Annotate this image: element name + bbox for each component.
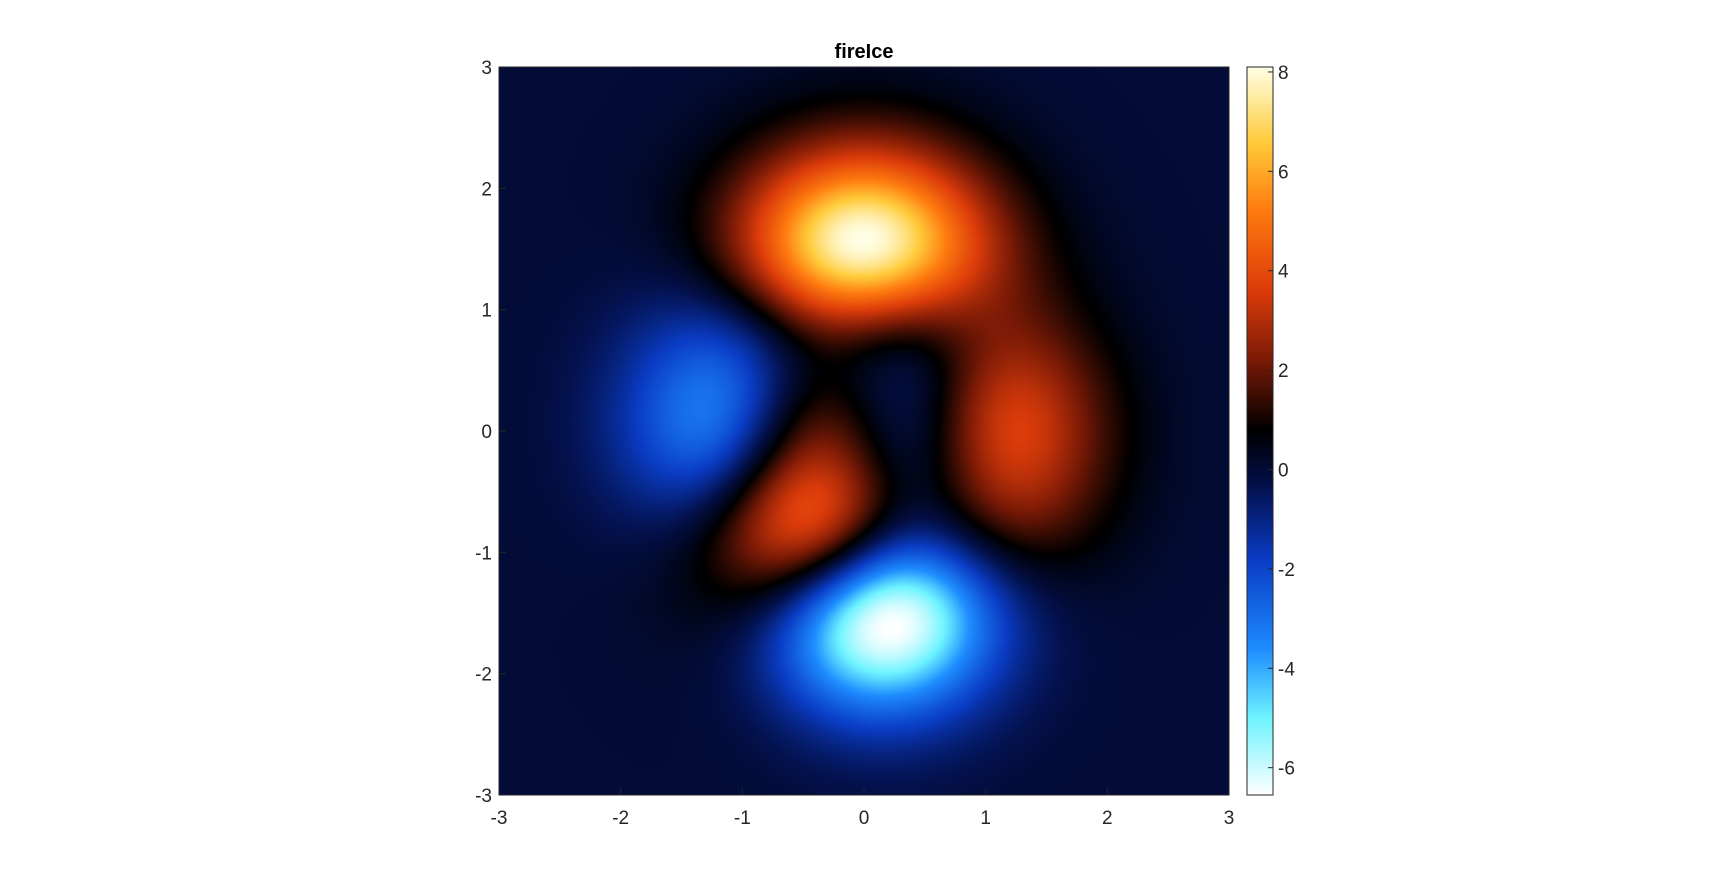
colorbar-frame: [1246, 66, 1274, 796]
heatmap-image: [499, 67, 1229, 795]
x-tick-label: -2: [612, 808, 629, 829]
colorbar-gradient: [1247, 67, 1273, 795]
colorbar-tick-label: -6: [1278, 759, 1295, 780]
colorbar-tick-label: 4: [1278, 262, 1289, 283]
y-tick-label: 0: [481, 422, 492, 443]
chart-title: fireIce: [835, 41, 894, 63]
y-tick-label: -3: [475, 786, 492, 807]
y-tick-label: 3: [481, 58, 492, 79]
y-tick-label: -2: [475, 665, 492, 686]
x-tick-label: 1: [980, 808, 991, 829]
colorbar: -6 -4 -2 0 2 4 6 8: [1246, 63, 1295, 796]
x-axis: -3 -2 -1 0 1 2 3: [491, 788, 1235, 829]
x-tick-label: -1: [734, 808, 751, 829]
colorbar-tick-label: 8: [1278, 63, 1289, 84]
colorbar-ticks: -6 -4 -2 0 2 4 6 8: [1268, 63, 1295, 780]
colorbar-tick-label: -2: [1278, 560, 1295, 581]
y-tick-label: -1: [475, 543, 492, 564]
x-tick-label: 2: [1102, 808, 1113, 829]
colorbar-tick-label: 0: [1278, 461, 1289, 482]
y-axis: -3 -2 -1 0 1 2 3: [475, 58, 506, 807]
y-tick-label: 2: [481, 179, 492, 200]
x-tick-label: -3: [491, 808, 508, 829]
colorbar-tick-label: 2: [1278, 361, 1289, 382]
plot-area: [498, 66, 1230, 796]
colorbar-tick-label: -4: [1278, 659, 1295, 680]
x-tick-label: 0: [859, 808, 870, 829]
colorbar-tick-label: 6: [1278, 162, 1289, 183]
y-tick-label: 1: [481, 301, 492, 322]
x-tick-label: 3: [1224, 808, 1235, 829]
